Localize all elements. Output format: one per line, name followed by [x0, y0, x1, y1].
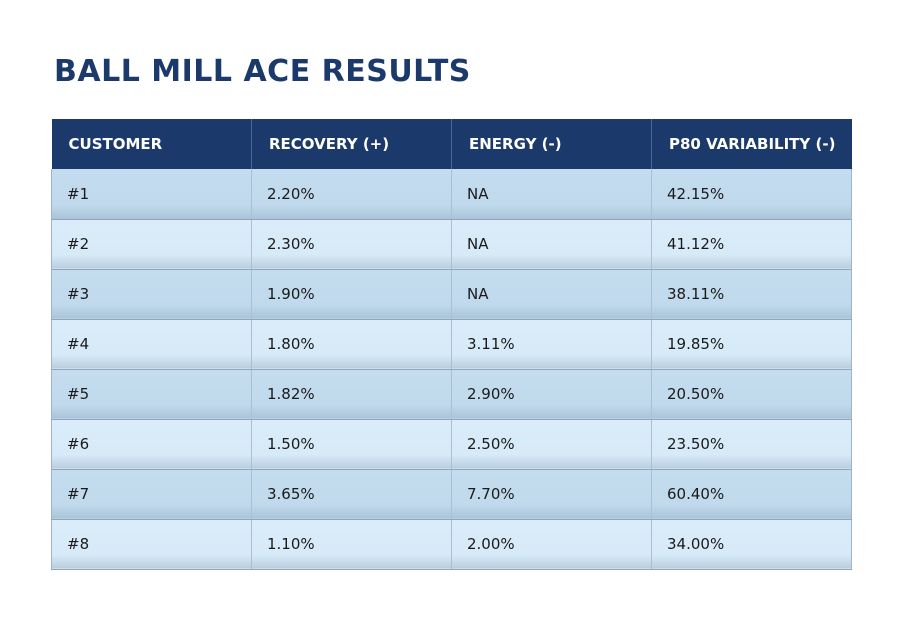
cell-p80-variability: 34.00%	[651, 519, 852, 570]
table-row: #1 2.20% NA 42.15%	[51, 169, 852, 220]
cell-recovery: 3.65%	[251, 469, 452, 520]
header-recovery: RECOVERY (+)	[251, 119, 452, 169]
cell-energy: 3.11%	[451, 319, 652, 370]
table-row: #7 3.65% 7.70% 60.40%	[51, 469, 852, 520]
results-table: CUSTOMER RECOVERY (+) ENERGY (-) P80 VAR…	[51, 119, 852, 570]
cell-recovery: 1.50%	[251, 419, 452, 470]
cell-customer: #2	[51, 219, 252, 270]
cell-p80-variability: 19.85%	[651, 319, 852, 370]
cell-p80-variability: 42.15%	[651, 169, 852, 220]
table-row: #2 2.30% NA 41.12%	[51, 219, 852, 270]
cell-p80-variability: 38.11%	[651, 269, 852, 320]
table-row: #6 1.50% 2.50% 23.50%	[51, 419, 852, 470]
cell-customer: #8	[51, 519, 252, 570]
header-customer: CUSTOMER	[51, 119, 252, 169]
cell-energy: 2.50%	[451, 419, 652, 470]
cell-energy: 2.90%	[451, 369, 652, 420]
cell-recovery: 2.30%	[251, 219, 452, 270]
cell-recovery: 1.10%	[251, 519, 452, 570]
cell-recovery: 2.20%	[251, 169, 452, 220]
header-p80-variability: P80 VARIABILITY (-)	[651, 119, 852, 169]
cell-energy: NA	[451, 169, 652, 220]
table-row: #8 1.10% 2.00% 34.00%	[51, 519, 852, 570]
cell-energy: NA	[451, 219, 652, 270]
page-title: BALL MILL ACE RESULTS	[54, 54, 471, 89]
cell-recovery: 1.80%	[251, 319, 452, 370]
table-row: #4 1.80% 3.11% 19.85%	[51, 319, 852, 370]
table-row: #3 1.90% NA 38.11%	[51, 269, 852, 320]
cell-p80-variability: 20.50%	[651, 369, 852, 420]
cell-p80-variability: 60.40%	[651, 469, 852, 520]
cell-p80-variability: 23.50%	[651, 419, 852, 470]
cell-customer: #5	[51, 369, 252, 420]
table-row: #5 1.82% 2.90% 20.50%	[51, 369, 852, 420]
cell-customer: #1	[51, 169, 252, 220]
cell-energy: NA	[451, 269, 652, 320]
cell-p80-variability: 41.12%	[651, 219, 852, 270]
header-energy: ENERGY (-)	[451, 119, 652, 169]
cell-customer: #4	[51, 319, 252, 370]
cell-energy: 7.70%	[451, 469, 652, 520]
cell-recovery: 1.82%	[251, 369, 452, 420]
cell-customer: #7	[51, 469, 252, 520]
table-header-row: CUSTOMER RECOVERY (+) ENERGY (-) P80 VAR…	[51, 119, 852, 169]
cell-customer: #6	[51, 419, 252, 470]
cell-energy: 2.00%	[451, 519, 652, 570]
cell-recovery: 1.90%	[251, 269, 452, 320]
cell-customer: #3	[51, 269, 252, 320]
